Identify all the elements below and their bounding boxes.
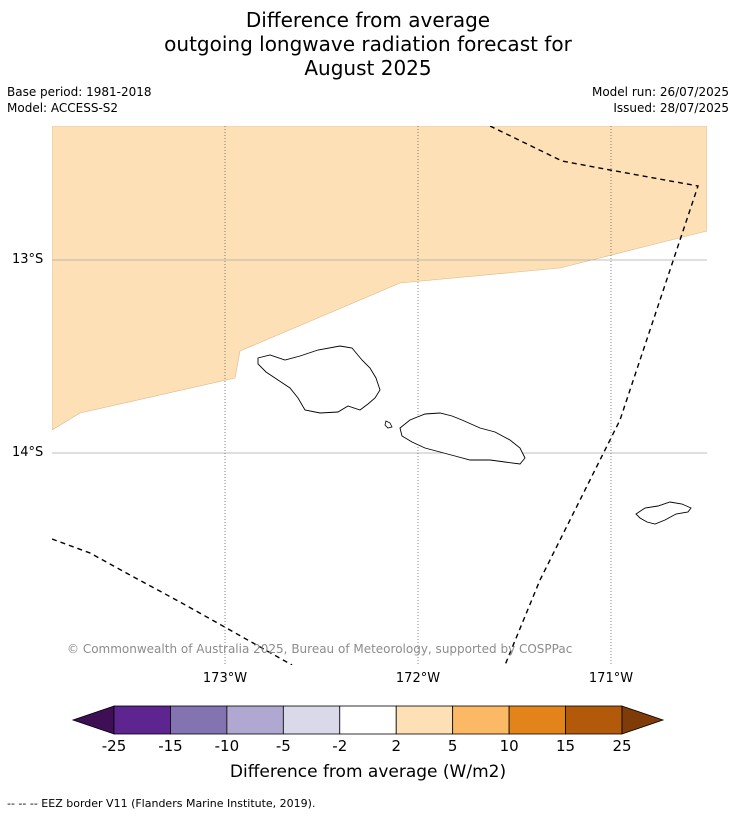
chart-title: Difference from average outgoing longwav…	[0, 8, 736, 80]
title-line-3: August 2025	[304, 56, 432, 80]
colorbar-box	[170, 705, 228, 735]
colorbar-tick-label: 2	[391, 737, 401, 755]
colorbar-extend-low	[71, 705, 115, 735]
model-run: Model run: 26/07/2025	[591, 85, 729, 99]
colorbar-tick-label: 15	[556, 737, 576, 755]
colorbar-tick-label: -15	[158, 737, 183, 755]
eez-border-north	[489, 126, 699, 665]
copyright-notice: © Commonwealth of Australia 2025, Bureau…	[67, 642, 573, 656]
anomaly-region	[52, 126, 707, 431]
colorbar-tick-label: -10	[214, 737, 240, 755]
colorbar	[71, 705, 665, 735]
colorbar-tick-label: 5	[447, 737, 458, 755]
colorbar-extend-high	[621, 705, 665, 735]
lat-label-14s: 14°S	[12, 445, 44, 460]
colorbar-tick-label: -25	[101, 737, 127, 755]
lon-label-172w: 172°W	[395, 671, 441, 686]
lat-label-13s: 13°S	[12, 252, 44, 267]
base-period: Base period: 1981-2018	[7, 85, 152, 99]
colorbar-tick-label: 25	[612, 737, 632, 755]
colorbar-box	[452, 705, 510, 735]
title-line-1: Difference from average	[245, 8, 491, 32]
title-line-2: outgoing longwave radiation forecast for	[164, 32, 572, 56]
colorbar-tick-label: -5	[275, 737, 291, 755]
colorbar-box	[395, 705, 454, 735]
colorbar-box	[226, 705, 284, 735]
colorbar-box	[565, 705, 623, 735]
colorbar-box	[282, 705, 341, 735]
issued-date: Issued: 28/07/2025	[613, 101, 729, 115]
colorbar-label: Difference from average (W/m2)	[229, 762, 507, 782]
colorbar-box	[113, 705, 171, 735]
eez-footnote: -- -- -- EEZ border V11 (Flanders Marine…	[7, 797, 316, 810]
meta-left: Base period: 1981-2018 Model: ACCESS-S2	[7, 84, 152, 116]
lon-label-171w: 171°W	[588, 671, 634, 686]
colorbar-tick-label: 10	[499, 737, 519, 755]
island-upolu	[399, 412, 526, 465]
colorbar-box	[339, 705, 397, 735]
colorbar-box	[508, 705, 566, 735]
model-name: Model: ACCESS-S2	[7, 101, 119, 115]
colorbar-tick-label: -2	[332, 737, 348, 755]
island-manono	[384, 420, 393, 429]
island-savaii	[257, 345, 381, 414]
meta-right: Model run: 26/07/2025 Issued: 28/07/2025	[592, 84, 729, 116]
lon-label-173w: 173°W	[202, 671, 248, 686]
island-tutuila	[635, 501, 692, 525]
